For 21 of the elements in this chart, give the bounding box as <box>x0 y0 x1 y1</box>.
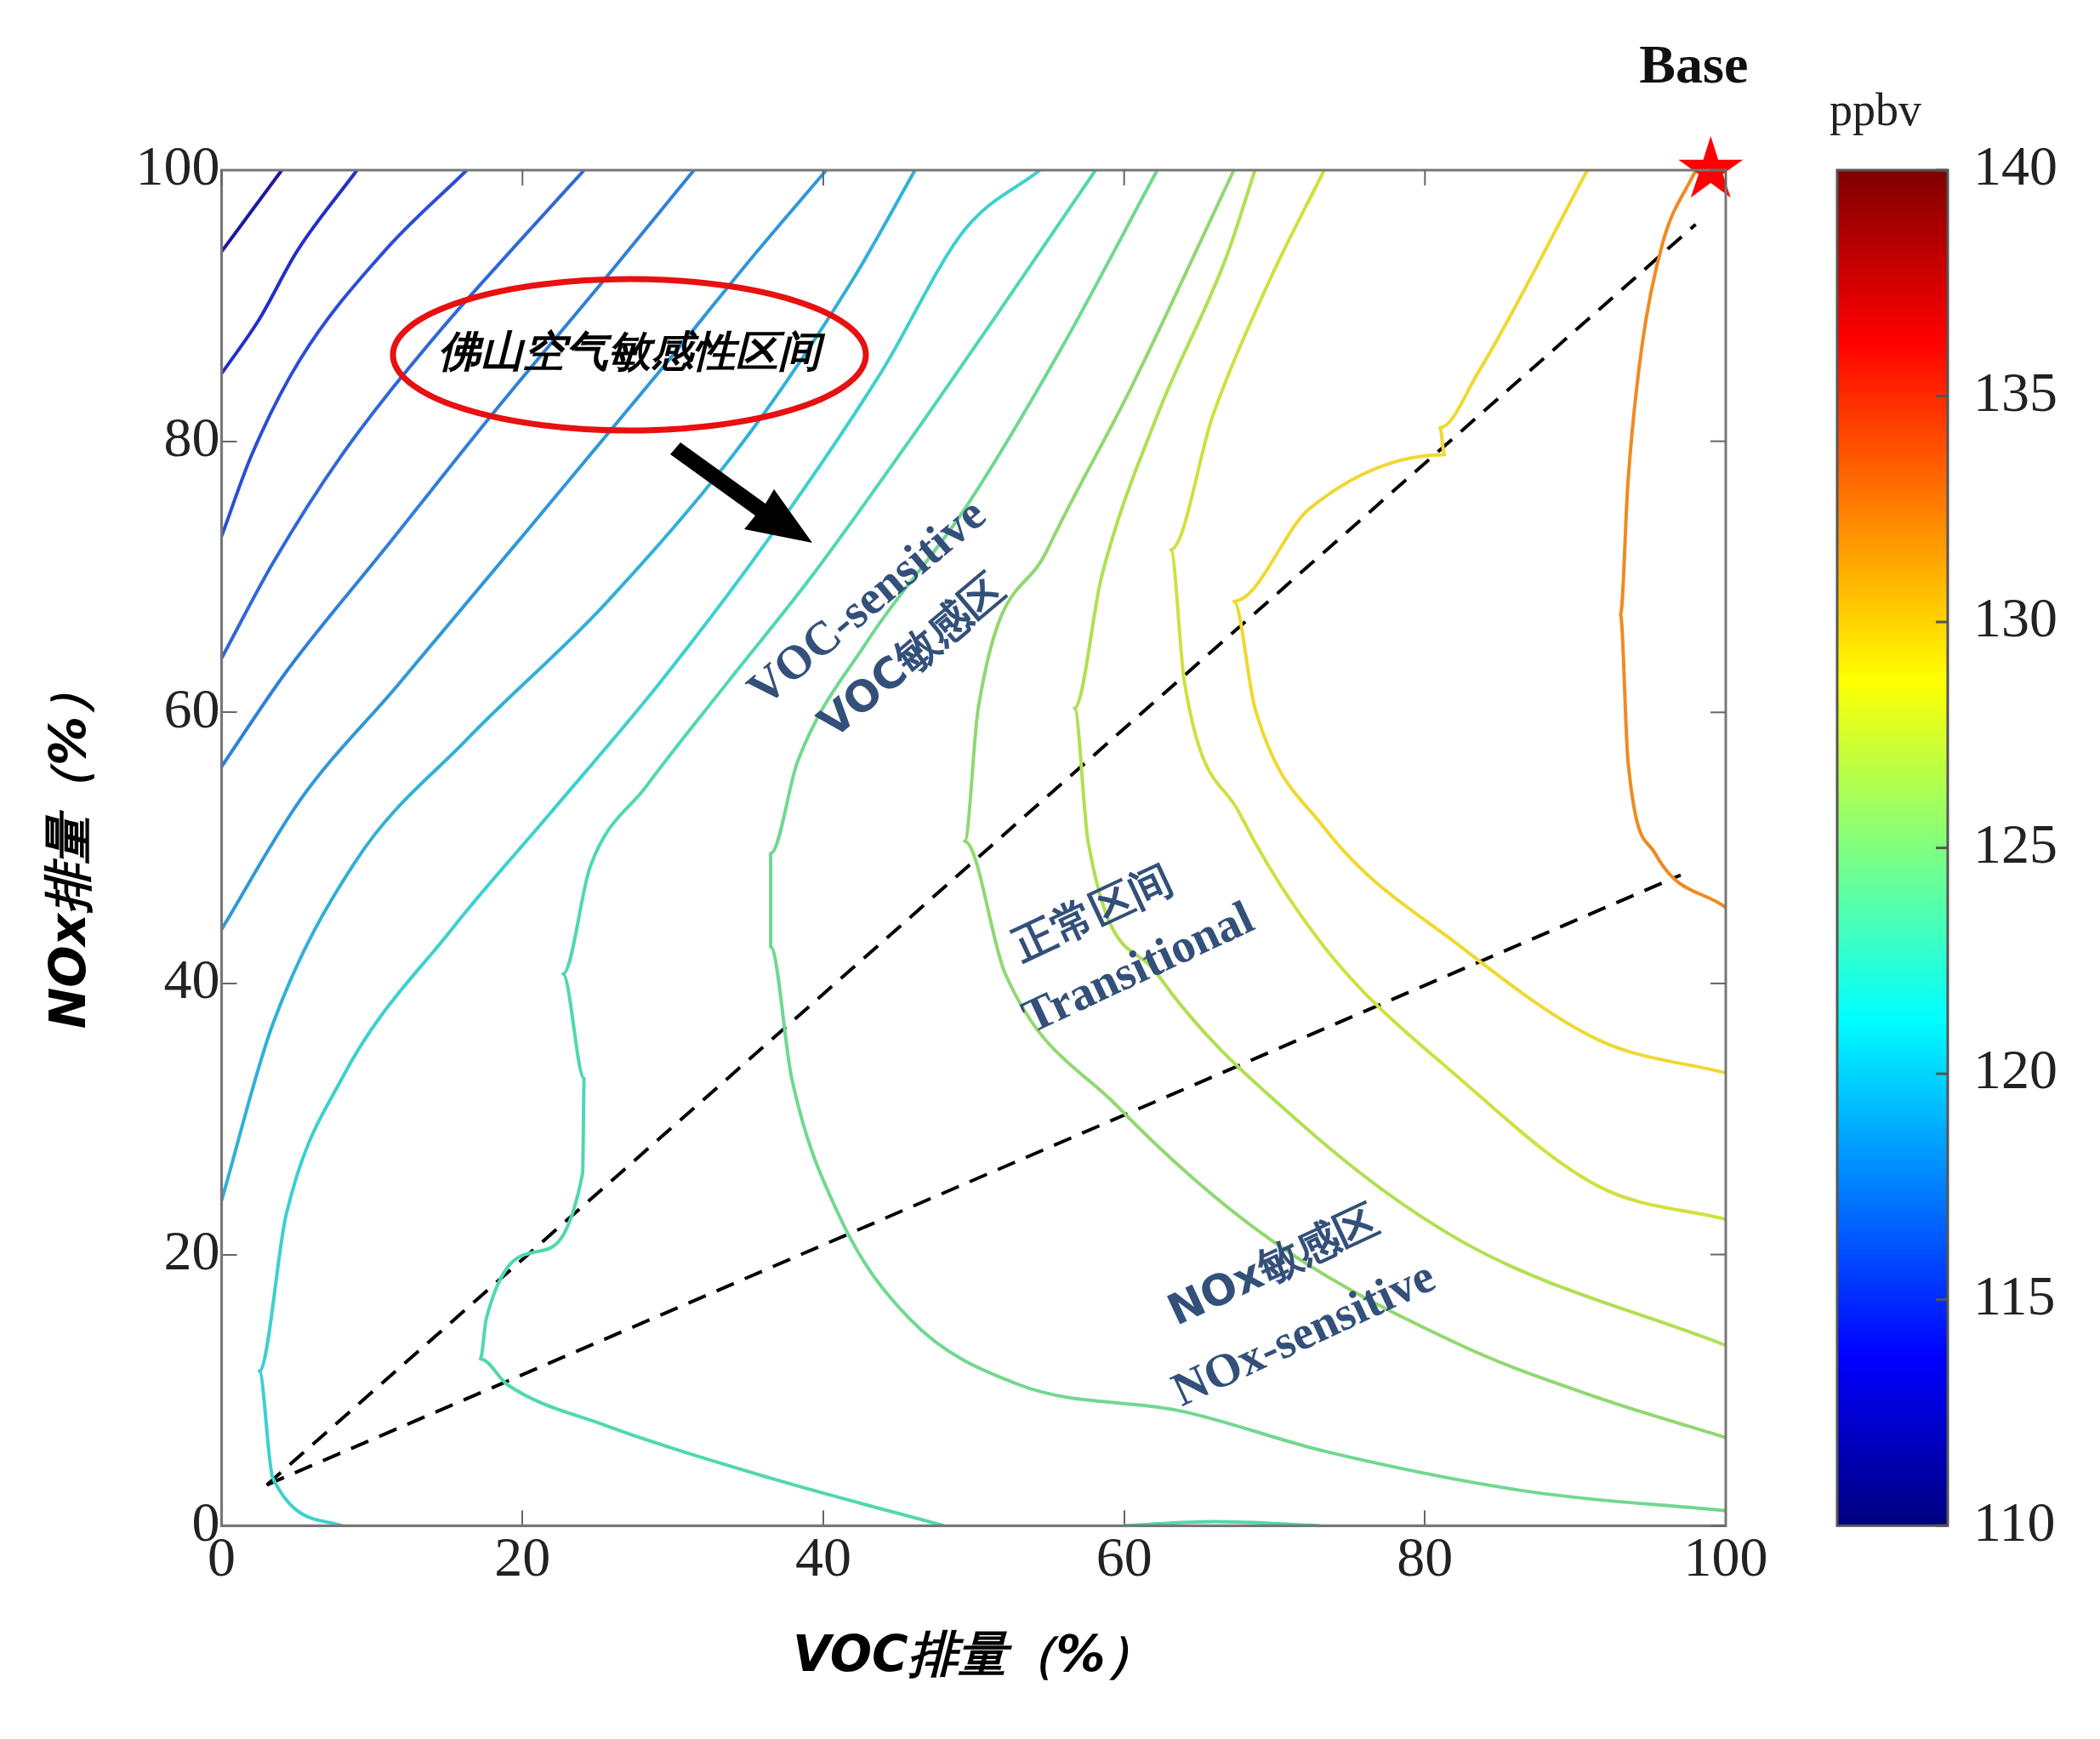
color-bar-label: 120 <box>1973 1038 2057 1101</box>
x-tick-label: 100 <box>1683 1525 1768 1588</box>
y-tick-label: 100 <box>135 134 220 197</box>
y-tick-label: 40 <box>163 948 220 1011</box>
y-tick-label: 80 <box>163 405 220 468</box>
x-axis-title: VOC排量（%） <box>792 1625 1155 1684</box>
color-bar-title: ppbv <box>1830 84 1921 136</box>
y-tick-label: 20 <box>163 1218 220 1281</box>
color-bar-label: 135 <box>1973 360 2057 423</box>
annotation: Base <box>1639 33 1749 94</box>
y-axis-title: NOx排量（%） <box>38 666 97 1029</box>
y-tick-label: 60 <box>163 676 220 739</box>
color-bar-label: 125 <box>1973 812 2057 875</box>
x-tick-label: 40 <box>794 1525 851 1588</box>
color-bar-label: 115 <box>1973 1263 2056 1326</box>
x-tick-label: 20 <box>494 1525 551 1588</box>
color-bar-label: 110 <box>1973 1490 2056 1553</box>
x-tick-label: 60 <box>1096 1525 1152 1588</box>
x-tick-label: 80 <box>1397 1525 1454 1588</box>
color-bar-label: 130 <box>1973 586 2057 649</box>
color-bar-label: 140 <box>1973 134 2057 197</box>
